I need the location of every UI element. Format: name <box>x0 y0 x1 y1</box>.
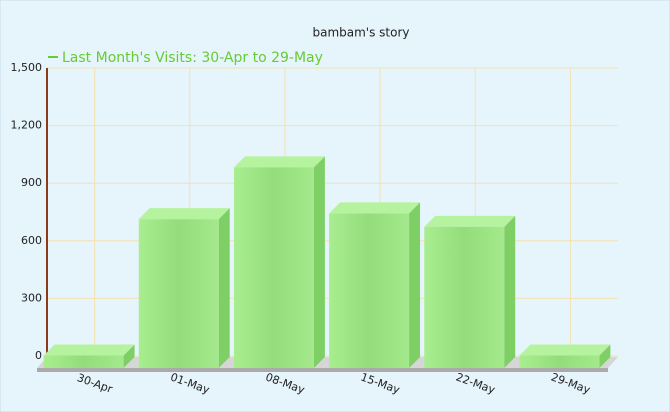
y-tick-label: 1,200 <box>11 119 43 132</box>
bar-side <box>504 215 516 368</box>
bar-side <box>409 202 421 368</box>
bar-top <box>424 215 516 227</box>
y-tick-label: 600 <box>21 234 42 247</box>
bar-top <box>329 202 421 214</box>
bar <box>233 167 314 368</box>
y-tick-label: 0 <box>35 349 42 362</box>
legend-label: Last Month's Visits: 30-Apr to 29-May <box>62 50 323 66</box>
bar-side <box>123 344 135 368</box>
floor-front <box>37 368 608 372</box>
bar-side <box>313 156 325 368</box>
bar <box>43 355 124 368</box>
bar <box>138 219 219 368</box>
bar-side <box>599 344 611 368</box>
bar-top <box>138 208 230 220</box>
bar <box>519 355 600 368</box>
bar-top <box>519 344 611 356</box>
bar <box>329 213 410 368</box>
y-tick-label: 300 <box>21 291 42 304</box>
y-tick-label: 900 <box>21 176 42 189</box>
y-tick-label: 1,500 <box>11 61 43 74</box>
bar <box>424 226 505 368</box>
bar-top <box>43 344 135 356</box>
bar-side <box>218 208 230 368</box>
bar-top <box>233 156 325 168</box>
chart-title: bambam's story <box>312 26 409 40</box>
